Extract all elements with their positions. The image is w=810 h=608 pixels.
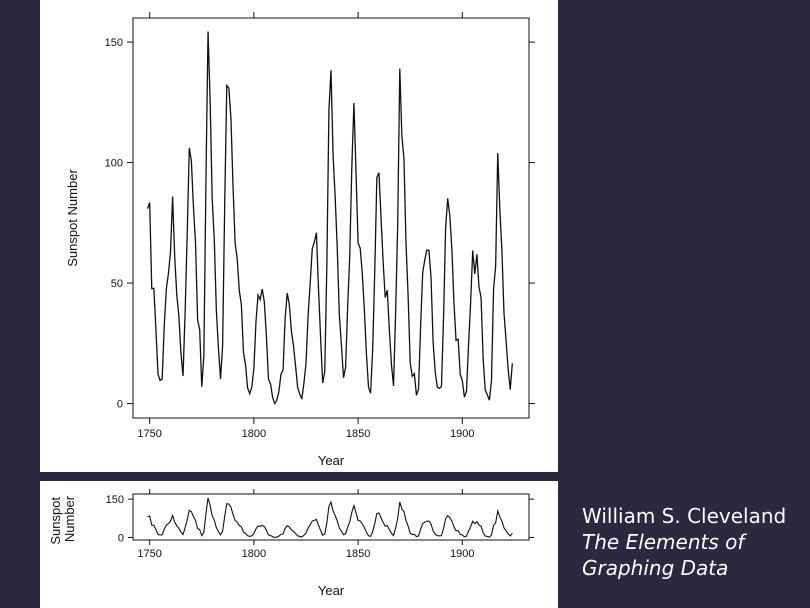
plot-frame [132, 493, 530, 541]
book-title-line-2: Graphing Data [582, 556, 729, 580]
y-tick-label: 150 [105, 37, 123, 49]
sunspot-chart-banked: 1750 1800 1850 1900 0 150 Year Sunspot Number [48, 489, 534, 598]
x-axis-title: Year [318, 453, 345, 468]
author-name: William S. Cleveland [582, 504, 787, 528]
axis-ticks: 1750 1800 1850 1900 0 150 [106, 489, 534, 560]
x-tick-label: 1750 [137, 428, 161, 440]
y-tick-label: 50 [111, 278, 123, 290]
sunspot-series-line [147, 497, 513, 539]
x-tick-label: 1850 [346, 548, 370, 560]
banked-chart-panel: 1750 1800 1850 1900 0 150 Year Sunspot Number [40, 481, 558, 608]
main-chart-panel: 1750 1800 1850 1900 0 50 100 150 Year Sunspot N… [40, 0, 558, 472]
plot-frame [132, 17, 530, 419]
sunspot-series-line [146, 31, 513, 406]
book-caption: William S. Cleveland The Elements of Gra… [582, 503, 786, 581]
x-axis-title: Year [318, 583, 345, 598]
y-tick-label: 0 [118, 532, 124, 544]
y-axis-title: Sunspot Number [65, 169, 80, 267]
x-tick-label: 1750 [137, 548, 161, 560]
book-title-line-1: The Elements of [582, 530, 745, 554]
y-tick-label: 150 [106, 494, 124, 506]
axis-ticks: 1750 1800 1850 1900 0 50 100 150 [105, 12, 535, 440]
x-tick-label: 1900 [450, 428, 474, 440]
y-axis-title: Sunspot Number [48, 493, 77, 544]
y-tick-label: 0 [117, 399, 123, 411]
x-tick-label: 1800 [242, 428, 266, 440]
y-tick-label: 100 [105, 158, 123, 170]
x-tick-label: 1850 [346, 428, 370, 440]
x-tick-label: 1900 [450, 548, 474, 560]
x-tick-label: 1800 [242, 548, 266, 560]
sunspot-chart-tall: 1750 1800 1850 1900 0 50 100 150 Year Sunspot N… [65, 12, 535, 468]
